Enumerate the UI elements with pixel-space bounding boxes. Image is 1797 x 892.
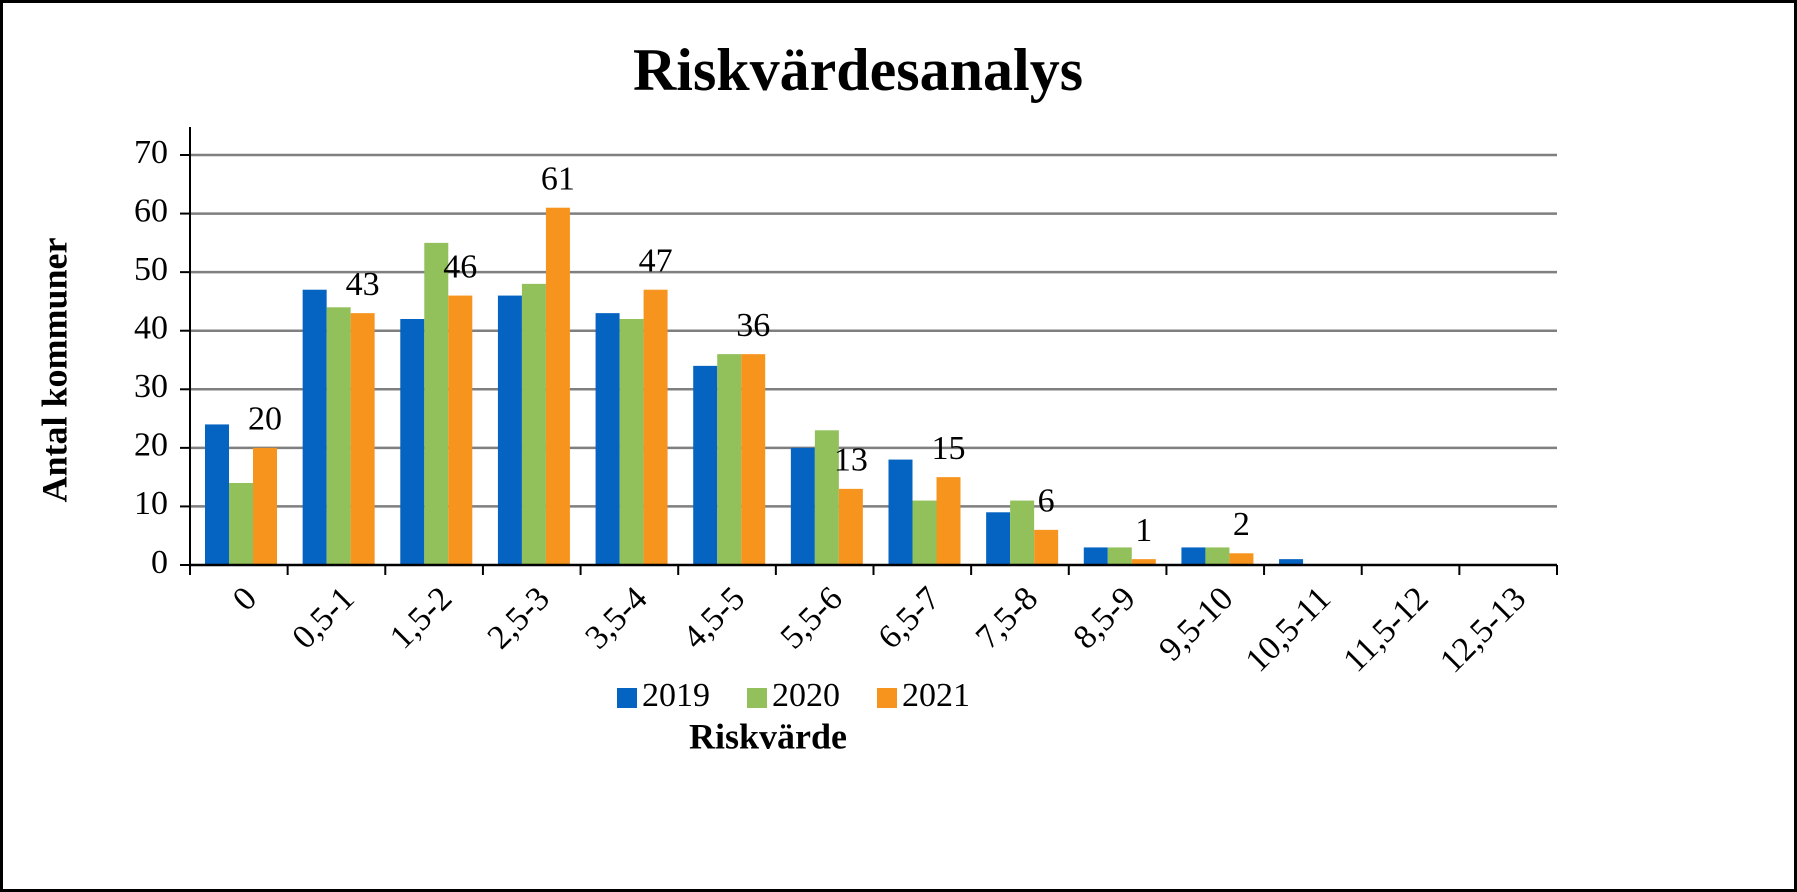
bar — [619, 319, 644, 565]
bar — [302, 289, 327, 565]
bar — [350, 313, 375, 565]
y-tick-label: 0 — [151, 544, 168, 581]
bar — [986, 512, 1011, 565]
bar — [497, 295, 522, 565]
data-label: 46 — [443, 248, 477, 285]
bar — [1107, 547, 1132, 565]
data-label: 6 — [1038, 483, 1055, 520]
bar — [741, 354, 766, 565]
bar — [1181, 547, 1206, 565]
bar — [814, 430, 839, 565]
bar — [1010, 500, 1035, 565]
bar — [1083, 547, 1108, 565]
chart-title: Riskvärdesanalys — [633, 37, 1083, 103]
bar — [1034, 529, 1059, 565]
y-axis-label: Antal kommuner — [34, 237, 74, 502]
bar — [424, 242, 449, 565]
bar — [1131, 559, 1156, 565]
bar — [1229, 553, 1254, 565]
bar — [936, 477, 961, 565]
y-tick-label: 30 — [134, 368, 168, 405]
bar — [448, 295, 473, 565]
bar — [888, 459, 913, 565]
bar — [326, 307, 351, 565]
legend-swatch — [617, 688, 637, 708]
y-tick-label: 20 — [134, 427, 168, 464]
bar — [1279, 559, 1304, 565]
legend-label: 2019 — [642, 677, 710, 714]
y-tick-label: 60 — [134, 192, 168, 229]
data-label: 15 — [932, 430, 966, 467]
data-label: 2 — [1233, 506, 1250, 543]
bar — [790, 447, 815, 565]
y-tick-label: 70 — [134, 134, 168, 171]
data-label: 47 — [639, 243, 673, 280]
bar — [205, 424, 229, 565]
bar — [521, 283, 546, 565]
bar — [1205, 547, 1230, 565]
bar — [838, 488, 863, 565]
legend-swatch — [877, 688, 897, 708]
bar — [545, 207, 570, 565]
bar — [693, 365, 718, 565]
data-label: 61 — [541, 161, 575, 198]
bar — [717, 354, 742, 565]
y-tick-label: 10 — [134, 485, 168, 522]
y-tick-label: 50 — [134, 251, 168, 288]
legend-label: 2020 — [772, 677, 840, 714]
y-tick-label: 40 — [134, 310, 168, 347]
x-axis-label: Riskvärde — [689, 716, 847, 756]
legend-label: 2021 — [902, 677, 970, 714]
data-label: 36 — [736, 307, 770, 344]
bar — [595, 313, 620, 565]
data-label: 1 — [1135, 512, 1152, 549]
bar — [912, 500, 937, 565]
data-label: 43 — [346, 266, 380, 303]
data-label: 20 — [248, 401, 282, 438]
bar — [643, 289, 668, 565]
bar — [253, 447, 277, 565]
data-label: 13 — [834, 442, 868, 479]
bar — [400, 319, 425, 565]
bar — [229, 483, 253, 565]
legend-swatch — [747, 688, 767, 708]
